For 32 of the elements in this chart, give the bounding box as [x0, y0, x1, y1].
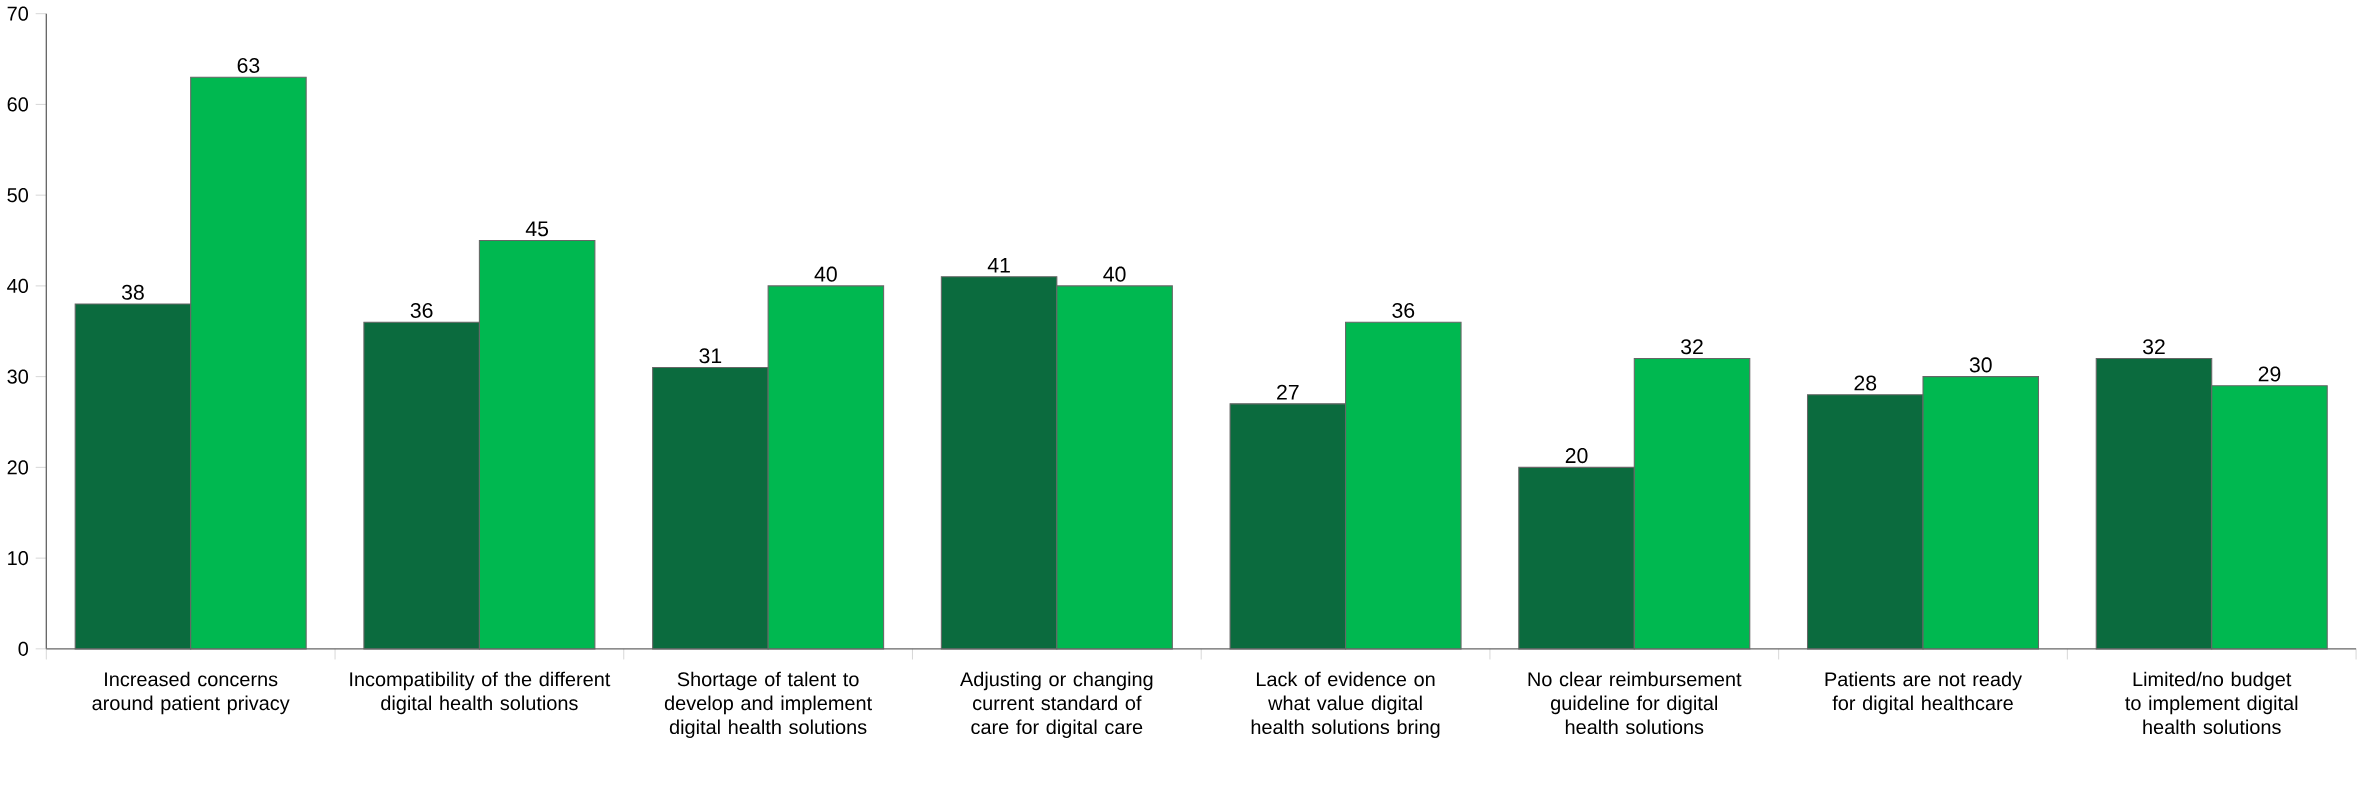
- data-label: 20: [1565, 448, 1588, 464]
- data-label: 30: [1969, 357, 1992, 373]
- data-label: 27: [1277, 384, 1299, 400]
- x-tick-label: Shortage of talent to develop and implement digital health solutions: [664, 671, 872, 738]
- y-tick-label: 50: [7, 188, 28, 203]
- x-tick-label: Adjusting or changing current standard of care for digital care: [960, 671, 1153, 738]
- data-label: 40: [814, 266, 837, 282]
- y-tick-label: 70: [7, 6, 28, 21]
- data-label: 29: [2258, 366, 2281, 382]
- y-tick-label: 20: [7, 460, 28, 475]
- y-tick-label: 10: [8, 550, 28, 566]
- x-tick-label: Limited/no budget to implement digital health solutions: [2125, 671, 2298, 734]
- data-label: 38: [121, 284, 144, 300]
- x-tick-label: Patients are not ready for digital healthcare: [1825, 671, 2022, 715]
- y-tick-label: 60: [7, 97, 28, 112]
- y-tick-label: 30: [7, 369, 28, 384]
- data-label: 36: [1392, 302, 1415, 318]
- data-label: 63: [237, 57, 260, 73]
- data-label: 32: [2142, 339, 2165, 355]
- data-label: 31: [699, 348, 722, 364]
- y-tick-label: 0: [18, 641, 29, 656]
- x-tick-label: Lack of evidence on what value digital health solutions bring: [1251, 671, 1440, 738]
- data-label: 41: [987, 257, 1010, 273]
- data-label: 45: [525, 221, 549, 237]
- x-tick-label: No clear reimbursement guideline for digital health solutions: [1528, 671, 1742, 734]
- data-label: 28: [1854, 375, 1877, 391]
- y-tick-label: 40: [7, 278, 28, 293]
- x-tick-label: Incompatibility of the different digital health solutions: [350, 671, 611, 715]
- data-label: 36: [410, 302, 433, 318]
- data-label: 32: [1681, 339, 1703, 355]
- data-label: 40: [1103, 266, 1126, 282]
- x-tick-label: Increased concerns around patient privacy: [92, 671, 290, 715]
